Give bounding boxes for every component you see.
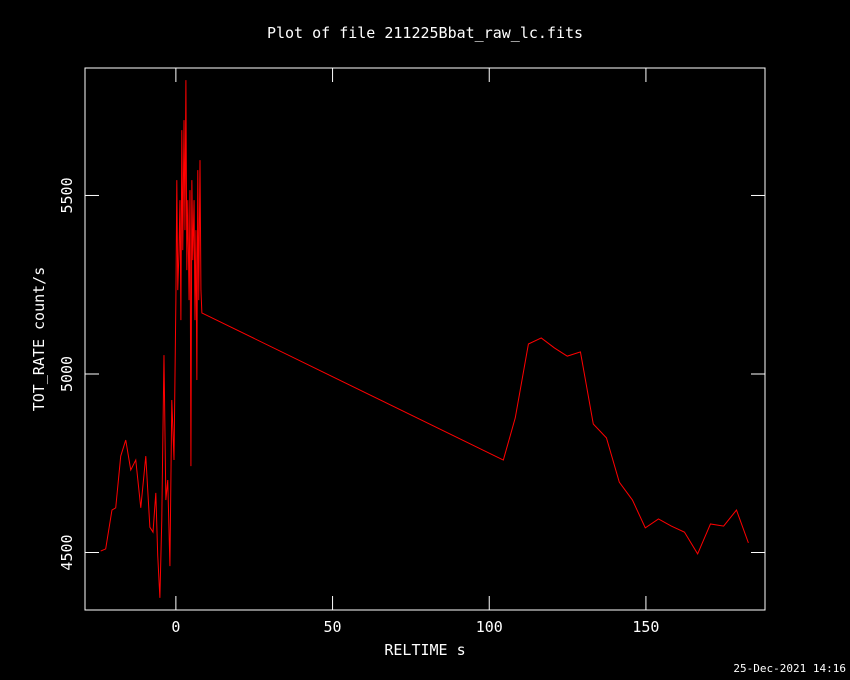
plot-frame [84,67,766,611]
x-tick-label: 0 [171,618,180,636]
data-line [100,80,749,598]
x-axis-label: RELTIME s [384,641,465,659]
x-tick-label: 50 [324,618,342,636]
y-tick-label: 4500 [58,534,76,570]
y-axis-label: TOT_RATE count/s [30,267,48,412]
chart-title: Plot of file 211225Bbat_raw_lc.fits [267,24,583,42]
x-tick-label: 150 [632,618,659,636]
x-tick-label: 100 [476,618,503,636]
timestamp: 25-Dec-2021 14:16 [733,662,846,675]
y-tick-label: 5000 [58,356,76,392]
y-tick-label: 5500 [58,177,76,213]
